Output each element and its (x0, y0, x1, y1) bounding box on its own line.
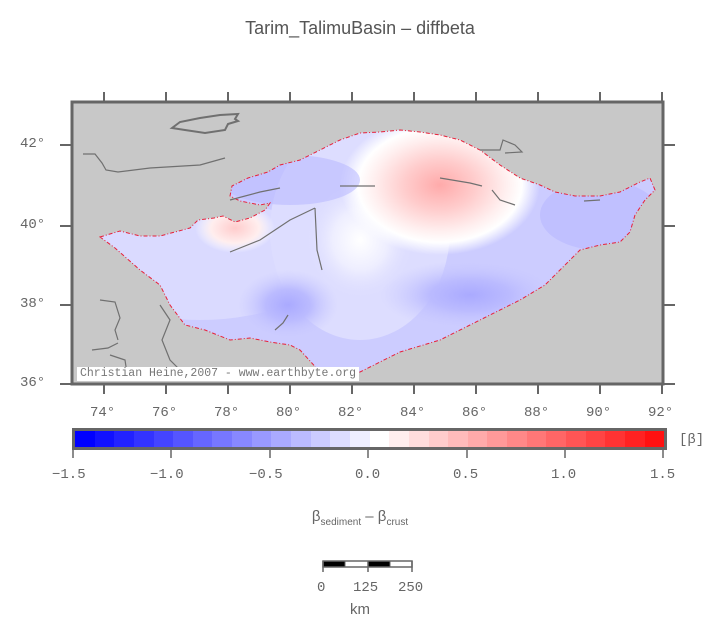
colorbar-swatch (428, 431, 449, 447)
colorbar-swatch (467, 431, 488, 447)
colorbar-swatch (369, 431, 390, 447)
x-tick-label: 78° (214, 405, 240, 421)
colorbar-swatch (251, 431, 272, 447)
colorbar-swatch (232, 431, 252, 447)
colorbar-tick-label: −1.5 (52, 467, 86, 483)
x-tick-label: 90° (586, 405, 612, 421)
scale-bar (322, 560, 413, 572)
x-tick-label: 92° (648, 405, 674, 421)
colorbar-swatch (271, 431, 292, 447)
colorbar-subtitle: βsediment – βcrust (311, 508, 409, 528)
geographic-lines (83, 112, 601, 381)
colorbar-swatch (644, 431, 665, 447)
y-tick-label: 36° (20, 375, 46, 391)
colorbar-swatch (408, 431, 429, 447)
colorbar (72, 428, 667, 450)
colorbar-swatch (487, 431, 508, 447)
colorbar-tick-label: 0.0 (355, 467, 381, 483)
basin-outline (98, 129, 656, 379)
x-tick-label: 76° (152, 405, 178, 421)
scale-unit: km (350, 601, 370, 618)
y-tick-label: 42° (20, 136, 46, 152)
colorbar-swatch (566, 431, 586, 447)
colorbar-swatch (133, 431, 154, 447)
colorbar-swatch (212, 431, 233, 447)
map-title: Tarim_TalimuBasin – diffbeta (245, 18, 475, 38)
x-tick-label: 82° (338, 405, 364, 421)
colorbar-swatch (624, 431, 645, 447)
y-tick-label: 40° (20, 217, 46, 233)
colorbar-tick-label: 0.5 (453, 467, 479, 483)
scale-label-250: 250 (398, 580, 424, 596)
x-tick-label: 86° (462, 405, 488, 421)
credit-text: Christian Heine,2007 - www.earthbyte.org (77, 367, 360, 381)
colorbar-swatch (349, 431, 370, 447)
colorbar-swatch (291, 431, 311, 447)
colorbar-tick-label: −0.5 (249, 467, 283, 483)
colorbar-swatch (173, 431, 193, 447)
colorbar-swatch (585, 431, 606, 447)
x-tick-label: 88° (524, 405, 550, 421)
x-axis-ticks (60, 92, 675, 394)
colorbar-swatch (114, 431, 134, 447)
x-tick-label: 84° (400, 405, 426, 421)
scale-label-125: 125 (353, 580, 379, 596)
colorbar-swatch (526, 431, 547, 447)
colorbar-swatch (192, 431, 213, 447)
colorbar-tick-label: 1.0 (551, 467, 577, 483)
x-tick-label: 74° (90, 405, 116, 421)
colorbar-swatch (75, 431, 95, 447)
y-tick-label: 38° (20, 296, 46, 312)
colorbar-swatch (310, 431, 331, 447)
colorbar-swatch (507, 431, 527, 447)
map-frame (70, 100, 665, 386)
colorbar-swatch (448, 431, 468, 447)
colorbar-tick-label: 1.5 (650, 467, 676, 483)
colorbar-swatch (546, 431, 567, 447)
colorbar-swatch (330, 431, 350, 447)
colorbar-swatch (605, 431, 625, 447)
scale-label-0: 0 (317, 580, 326, 596)
colorbar-swatch (389, 431, 409, 447)
colorbar-swatch (153, 431, 174, 447)
x-tick-label: 80° (276, 405, 302, 421)
colorbar-unit-label: [β] (679, 432, 705, 448)
colorbar-swatch (94, 431, 115, 447)
colorbar-tick-label: −1.0 (150, 467, 184, 483)
